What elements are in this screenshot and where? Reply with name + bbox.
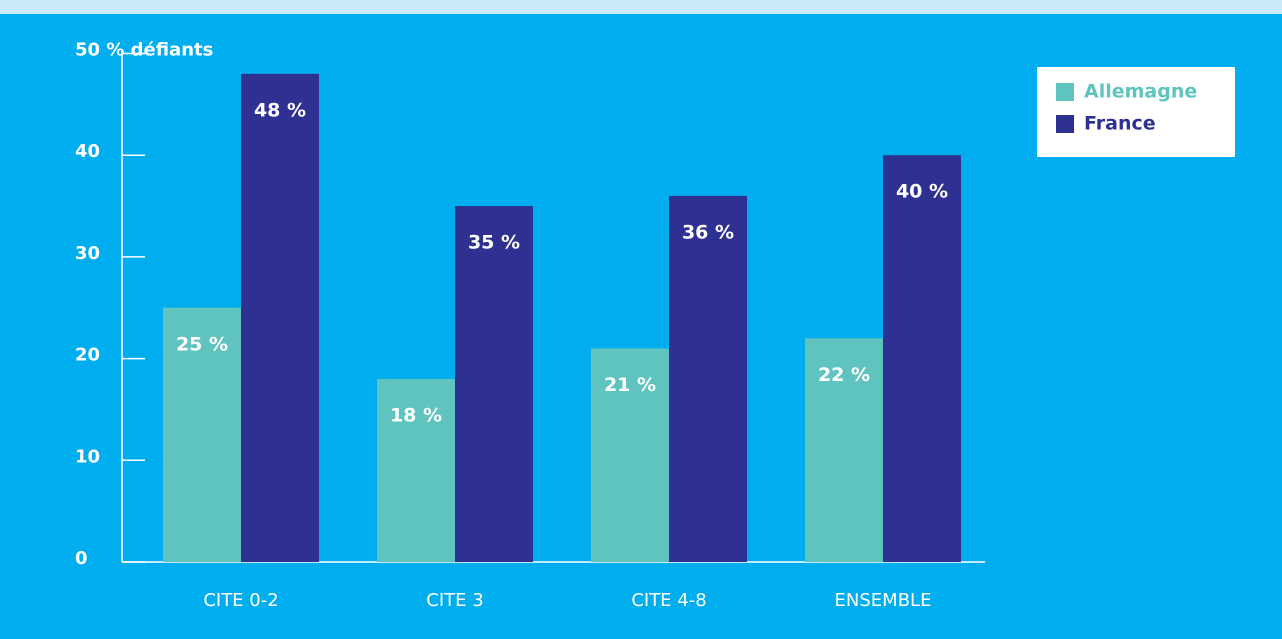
y-tick-label: 0	[75, 548, 88, 569]
y-tick-label: 10	[75, 446, 100, 467]
bar	[591, 348, 669, 562]
value-label: 36 %	[682, 221, 734, 243]
legend-swatch	[1056, 83, 1074, 101]
value-label: 40 %	[896, 181, 948, 203]
legend-label: Allemagne	[1084, 81, 1197, 103]
top-strip	[0, 0, 1282, 14]
bar	[883, 155, 961, 562]
bar	[163, 307, 241, 562]
bar	[805, 338, 883, 562]
legend-box	[1037, 67, 1235, 157]
value-label: 48 %	[254, 99, 306, 121]
x-tick-label: ENSEMBLE	[835, 590, 932, 611]
y-tick-label: 40	[75, 141, 100, 162]
x-tick-label: CITE 0-2	[203, 590, 278, 611]
y-tick-label: 50 % défiants	[75, 40, 213, 61]
bar	[669, 195, 747, 562]
y-tick-label: 20	[75, 345, 100, 366]
bar	[455, 206, 533, 563]
y-tick-label: 30	[75, 243, 100, 264]
value-label: 25 %	[176, 333, 228, 355]
bar	[377, 378, 455, 562]
x-tick-label: CITE 4-8	[631, 590, 706, 611]
value-label: 35 %	[468, 232, 520, 254]
value-label: 18 %	[390, 404, 442, 426]
value-label: 22 %	[818, 364, 870, 386]
value-label: 21 %	[604, 374, 656, 396]
bar	[241, 73, 319, 562]
legend-label: France	[1084, 113, 1156, 135]
x-tick-label: CITE 3	[426, 590, 483, 611]
legend-swatch	[1056, 115, 1074, 133]
